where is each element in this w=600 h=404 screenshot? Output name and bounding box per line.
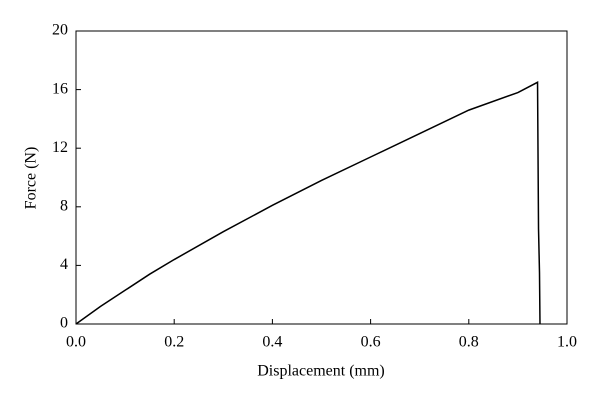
x-tick-label: 0.2 (164, 334, 184, 351)
x-tick-label: 0.6 (361, 334, 381, 351)
y-tick-label: 16 (52, 80, 68, 97)
y-tick-label: 8 (60, 197, 68, 214)
y-tick-label: 12 (52, 139, 68, 156)
y-tick-label: 20 (52, 22, 68, 39)
y-tick-label: 0 (60, 315, 68, 332)
x-tick-label: 1.0 (557, 334, 577, 351)
x-tick-label: 0.8 (459, 334, 479, 351)
data-line (75, 81, 541, 325)
plot-frame (75, 30, 568, 325)
y-tick-label: 4 (60, 256, 68, 273)
x-tick-label: 0.0 (66, 334, 86, 351)
y-axis-title: Force (N) (23, 147, 40, 210)
x-axis-title: Displacement (mm) (257, 363, 385, 380)
x-tick-label: 0.4 (262, 334, 282, 351)
